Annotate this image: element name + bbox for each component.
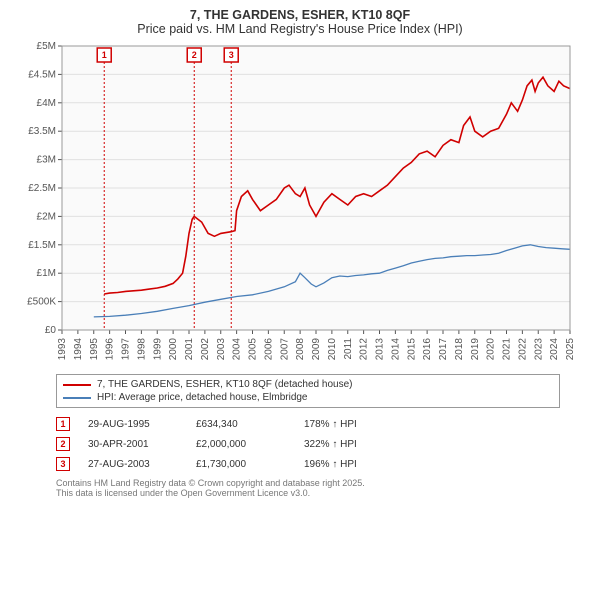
svg-text:2013: 2013	[375, 338, 386, 361]
attribution-line-2: This data is licensed under the Open Gov…	[56, 488, 560, 498]
svg-text:2023: 2023	[533, 338, 544, 361]
svg-text:2010: 2010	[327, 338, 338, 361]
svg-text:2016: 2016	[422, 338, 433, 361]
svg-text:1999: 1999	[152, 338, 163, 361]
svg-text:2001: 2001	[184, 338, 195, 361]
legend-swatch	[63, 384, 91, 386]
svg-text:1: 1	[102, 50, 107, 60]
price-chart: £0 £500K £1M £1.5M £2M £2.5M £3M £3.5M £4M £4.5M £…	[20, 40, 580, 370]
attribution: Contains HM Land Registry data © Crown c…	[56, 478, 560, 498]
transaction-pct: 322% ↑ HPI	[304, 439, 357, 450]
transactions-table: 1 29-AUG-1995 £634,340 178% ↑ HPI 2 30-APR-20…	[56, 414, 560, 474]
svg-text:2015: 2015	[406, 338, 417, 361]
svg-text:2005: 2005	[248, 338, 259, 361]
svg-text:£3M: £3M	[37, 155, 56, 166]
title-block: 7, THE GARDENS, ESHER, KT10 8QF Price pa…	[8, 8, 592, 36]
svg-text:£1M: £1M	[37, 268, 56, 279]
transaction-row: 2 30-APR-2001 £2,000,000 322% ↑ HPI	[56, 434, 560, 454]
svg-text:2: 2	[192, 50, 197, 60]
svg-text:2021: 2021	[502, 338, 513, 361]
legend: 7, THE GARDENS, ESHER, KT10 8QF (detache…	[56, 374, 560, 408]
legend-swatch	[63, 397, 91, 399]
svg-text:£2M: £2M	[37, 211, 56, 222]
svg-text:1998: 1998	[136, 338, 147, 361]
svg-text:2002: 2002	[200, 338, 211, 361]
svg-text:1994: 1994	[73, 338, 84, 361]
transaction-pct: 178% ↑ HPI	[304, 419, 357, 430]
svg-text:£0: £0	[45, 325, 57, 336]
svg-text:£1.5M: £1.5M	[28, 240, 56, 251]
svg-text:1996: 1996	[105, 338, 116, 361]
svg-text:2000: 2000	[168, 338, 179, 361]
svg-text:2025: 2025	[565, 338, 576, 361]
svg-text:2018: 2018	[454, 338, 465, 361]
transaction-marker: 3	[56, 457, 70, 471]
svg-text:2007: 2007	[279, 338, 290, 361]
svg-text:2024: 2024	[549, 338, 560, 361]
legend-row-0: 7, THE GARDENS, ESHER, KT10 8QF (detache…	[63, 378, 553, 391]
transaction-pct: 196% ↑ HPI	[304, 459, 357, 470]
svg-text:2009: 2009	[311, 338, 322, 361]
svg-text:2014: 2014	[390, 338, 401, 361]
svg-text:£4M: £4M	[37, 98, 56, 109]
svg-text:£500K: £500K	[27, 297, 56, 308]
transaction-marker: 2	[56, 437, 70, 451]
transaction-marker: 1	[56, 417, 70, 431]
transaction-date: 30-APR-2001	[88, 439, 178, 450]
svg-text:2011: 2011	[343, 338, 354, 360]
legend-label: HPI: Average price, detached house, Elmb…	[97, 392, 308, 403]
svg-text:1997: 1997	[121, 338, 132, 361]
legend-row-1: HPI: Average price, detached house, Elmb…	[63, 391, 553, 404]
transaction-date: 27-AUG-2003	[88, 459, 178, 470]
attribution-line-1: Contains HM Land Registry data © Crown c…	[56, 478, 560, 488]
transaction-price: £634,340	[196, 419, 286, 430]
svg-text:£3.5M: £3.5M	[28, 126, 56, 137]
transaction-price: £1,730,000	[196, 459, 286, 470]
legend-label: 7, THE GARDENS, ESHER, KT10 8QF (detache…	[97, 379, 352, 390]
svg-text:2017: 2017	[438, 338, 449, 361]
svg-text:£5M: £5M	[37, 41, 56, 52]
svg-text:2022: 2022	[517, 338, 528, 361]
svg-text:2020: 2020	[486, 338, 497, 361]
title-address: 7, THE GARDENS, ESHER, KT10 8QF	[8, 8, 592, 22]
svg-text:2012: 2012	[359, 338, 370, 361]
title-subtitle: Price paid vs. HM Land Registry's House …	[8, 22, 592, 36]
svg-text:2008: 2008	[295, 338, 306, 361]
svg-text:2019: 2019	[470, 338, 481, 361]
svg-text:3: 3	[229, 50, 234, 60]
svg-text:1993: 1993	[57, 338, 68, 361]
svg-text:£4.5M: £4.5M	[28, 69, 56, 80]
svg-text:2003: 2003	[216, 338, 227, 361]
transaction-date: 29-AUG-1995	[88, 419, 178, 430]
svg-text:1995: 1995	[89, 338, 100, 361]
transaction-row: 1 29-AUG-1995 £634,340 178% ↑ HPI	[56, 414, 560, 434]
svg-text:2006: 2006	[263, 338, 274, 361]
transaction-row: 3 27-AUG-2003 £1,730,000 196% ↑ HPI	[56, 454, 560, 474]
transaction-price: £2,000,000	[196, 439, 286, 450]
svg-text:2004: 2004	[232, 338, 243, 361]
svg-text:£2.5M: £2.5M	[28, 183, 56, 194]
